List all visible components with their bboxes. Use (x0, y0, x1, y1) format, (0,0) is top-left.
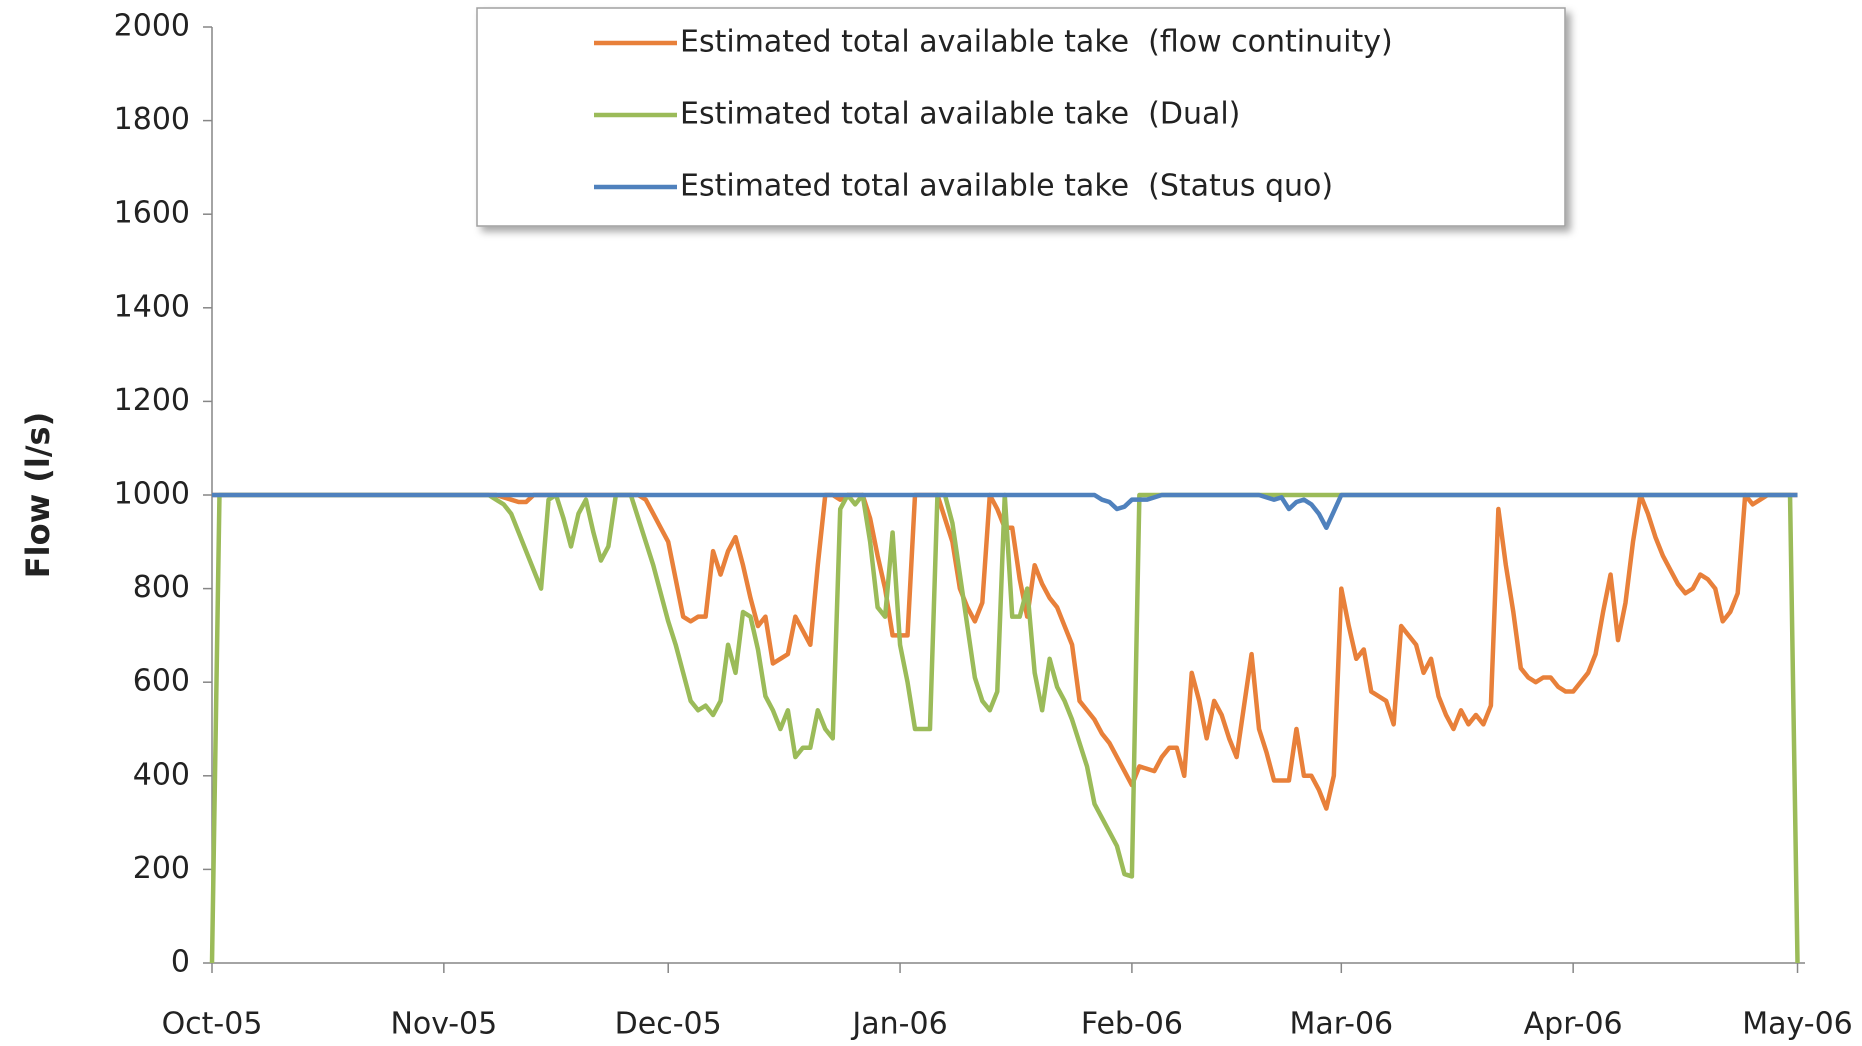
y-tick-label: 1400 (114, 289, 190, 324)
y-tick-label: 0 (171, 945, 190, 980)
y-tick-label: 1800 (114, 102, 190, 137)
y-tick-label: 1600 (114, 196, 190, 231)
y-tick-label: 200 (133, 851, 190, 886)
x-tick-label: Dec-05 (615, 1007, 722, 1042)
legend-label: Estimated total available take (Dual) (680, 97, 1240, 132)
legend-label: Estimated total available take (flow con… (680, 25, 1393, 60)
y-axis-label: Flow (l/s) (19, 412, 57, 578)
y-tick-label: 2000 (114, 9, 190, 44)
series-line (209, 492, 1800, 964)
x-tick-label: Mar-06 (1289, 1007, 1393, 1042)
legend-label: Estimated total available take (Status q… (680, 169, 1333, 204)
series-line (212, 492, 1798, 531)
x-tick-label: Nov-05 (390, 1007, 497, 1042)
series-line (212, 492, 1798, 811)
y-tick-label: 1200 (114, 383, 190, 418)
x-tick-label: Jan-06 (850, 1007, 947, 1042)
y-tick-label: 600 (133, 664, 190, 699)
x-tick-label: Oct-05 (162, 1007, 263, 1042)
y-tick-label: 400 (133, 757, 190, 792)
y-tick-label: 800 (133, 570, 190, 605)
x-tick-label: May-06 (1742, 1007, 1853, 1042)
y-tick-label: 1000 (114, 477, 190, 512)
x-tick-label: Apr-06 (1524, 1007, 1623, 1042)
legend: Estimated total available take (flow con… (476, 7, 1566, 227)
x-tick-label: Feb-06 (1081, 1007, 1183, 1042)
